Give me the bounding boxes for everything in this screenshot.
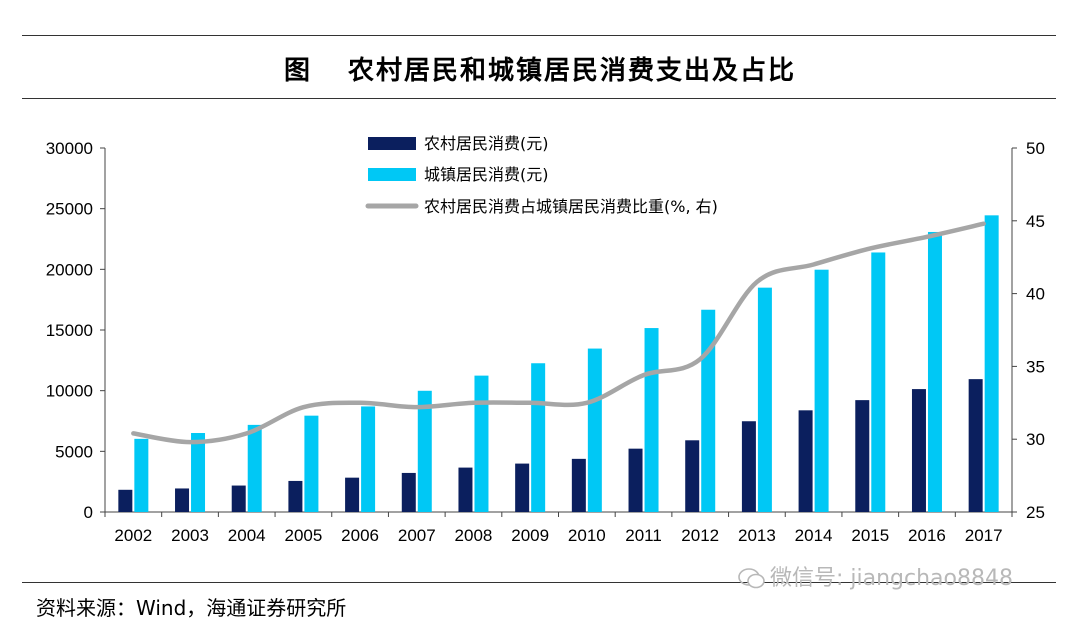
x-tick-label: 2009 [511,526,549,545]
x-tick-label: 2016 [908,526,946,545]
wechat-icon [738,568,765,589]
footer-rule [22,582,1056,583]
rural-bar [968,379,983,512]
right-tick-label: 30 [1026,430,1045,449]
rural-bar [345,477,360,512]
x-tick-label: 2005 [284,526,322,545]
rural-bar [515,463,530,512]
x-tick-label: 2002 [114,526,152,545]
urban-bar [191,433,206,512]
right-tick-label: 25 [1026,503,1045,522]
urban-bar [247,424,262,512]
right-tick-label: 35 [1026,357,1045,376]
top-rule [22,35,1056,36]
rural-bar [571,458,586,512]
urban-bar [757,287,772,512]
x-tick-label: 2015 [851,526,889,545]
watermark: 微信号: jiangchao8848 [738,560,1013,592]
right-tick-label: 50 [1026,139,1045,158]
rural-bar [628,448,643,512]
urban-bar [871,252,886,512]
x-tick-label: 2006 [341,526,379,545]
right-tick-label: 40 [1026,285,1045,304]
urban-bar [984,215,999,512]
left-tick-label: 25000 [46,200,93,219]
urban-bar [417,390,432,512]
legend-label-ratio: 农村居民消费占城镇居民消费比重(%, 右) [424,197,718,216]
urban-bar [814,269,829,512]
title-text: 农村居民和城镇居民消费支出及占比 [348,56,797,86]
urban-bar [134,438,149,512]
x-tick-label: 2013 [738,526,776,545]
urban-bar [644,328,659,512]
figure-label: 图 [283,56,312,86]
x-tick-label: 2011 [625,526,662,545]
left-tick-label: 0 [84,503,93,522]
right-tick-label: 45 [1026,212,1045,231]
rural-bar [741,421,756,512]
urban-bar [361,406,376,512]
source-note: 资料来源：Wind，海通证券研究所 [36,596,347,620]
urban-bar [531,363,546,512]
rural-bar [458,467,473,512]
x-tick-label: 2008 [455,526,493,545]
legend-label-urban: 城镇居民消费(元) [424,165,549,184]
x-tick-label: 2010 [568,526,606,545]
legend-label-rural: 农村居民消费(元) [424,134,549,153]
legend-swatch-rural [368,137,416,150]
urban-bar [474,375,489,512]
rural-bar [401,472,416,512]
urban-bar [587,348,602,512]
rural-bar [911,389,926,512]
x-tick-label: 2012 [681,526,719,545]
rural-bar [175,488,190,512]
rural-bar [798,410,813,512]
rural-bar [231,485,246,512]
x-tick-label: 2004 [228,526,266,545]
left-tick-label: 15000 [46,321,93,340]
x-tick-label: 2003 [171,526,209,545]
urban-bar [927,231,942,513]
left-tick-label: 30000 [46,139,93,158]
x-tick-label: 2007 [398,526,436,545]
left-tick-label: 20000 [46,260,93,279]
ratio-line [131,221,986,445]
chart-title: 图 农村居民和城镇居民消费支出及占比 [0,50,1080,87]
x-tick-label: 2017 [965,526,1003,545]
rural-bar [118,489,133,512]
x-tick-label: 2014 [795,526,833,545]
chart: 0 5000 10000 15000 20000 25000 30000 25 30 35 40 45… [46,134,1045,545]
watermark-text: 微信号: jiangchao8848 [770,566,1013,591]
urban-bar [304,415,319,512]
left-tick-label: 10000 [46,382,93,401]
left-tick-label: 5000 [55,442,93,461]
rural-bar [288,480,303,512]
urban-bar [701,309,716,512]
legend-swatch-urban [368,168,416,181]
rural-bar [855,400,870,512]
title-rule [22,98,1056,99]
rural-bar [685,440,700,512]
